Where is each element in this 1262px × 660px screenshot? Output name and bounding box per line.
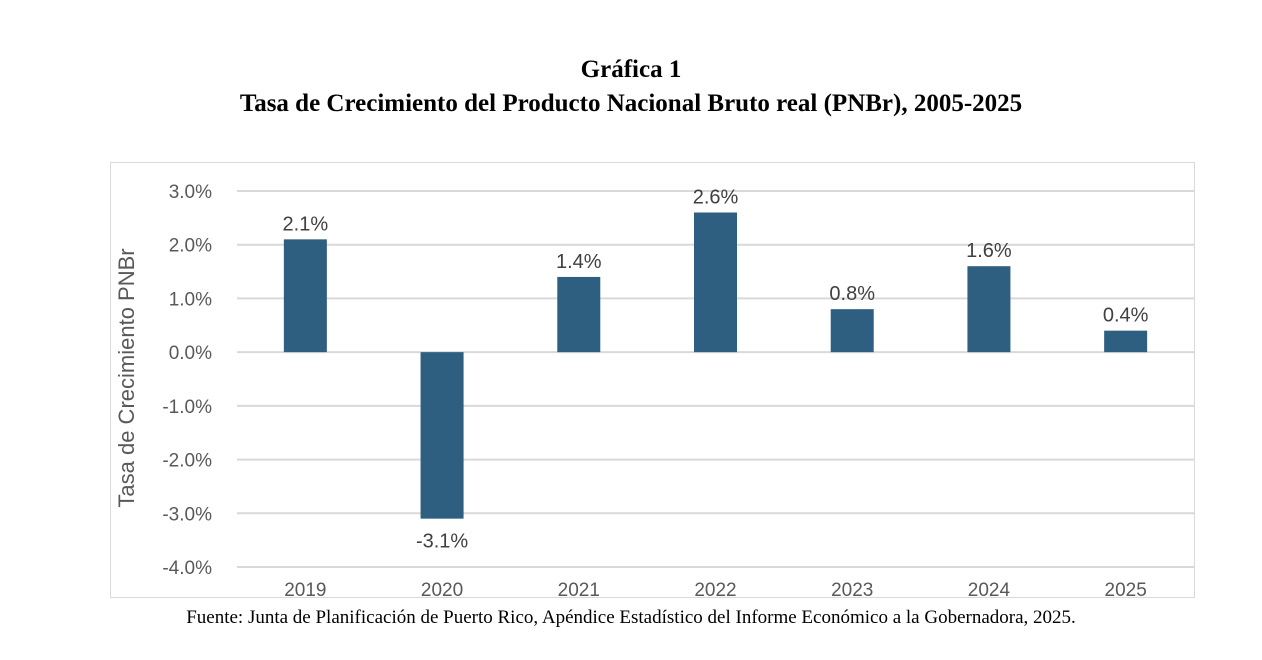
x-tick-label: 2020: [421, 580, 463, 601]
data-label: 0.4%: [1103, 305, 1149, 327]
x-axis-ticks: 2019 2020 2021 2022 2023 2024 2025: [284, 580, 1147, 601]
y-tick-label: 3.0%: [169, 182, 212, 203]
bar: [283, 239, 327, 353]
y-axis-label: Tasa de Crecimiento PNBr: [114, 248, 139, 507]
chart-frame: [110, 162, 1195, 598]
x-tick-label: 2023: [831, 580, 873, 601]
data-label: 2.1%: [283, 213, 329, 235]
chart-title: Gráfica 1: [580, 56, 682, 83]
chart-subtitle: Tasa de Crecimiento del Producto Naciona…: [239, 90, 1023, 117]
x-tick-label: 2019: [284, 580, 326, 601]
data-label: 1.6%: [966, 240, 1012, 262]
bar: [694, 212, 737, 353]
x-tick-label: 2025: [1105, 580, 1147, 601]
y-tick-label: -3.0%: [162, 504, 212, 525]
bar: [830, 309, 874, 353]
bars: [283, 212, 1148, 519]
y-tick-label: -2.0%: [162, 451, 212, 472]
y-tick-label: 1.0%: [169, 289, 212, 310]
y-tick-label: -1.0%: [162, 397, 212, 418]
data-label: 0.8%: [829, 283, 875, 305]
data-label: 1.4%: [556, 251, 602, 273]
y-tick-label: -4.0%: [162, 558, 212, 579]
data-label: -3.1%: [416, 531, 468, 553]
bar: [967, 266, 1011, 353]
y-tick-label: 0.0%: [169, 343, 212, 364]
x-tick-label: 2022: [694, 580, 736, 601]
x-tick-label: 2021: [558, 580, 600, 601]
y-axis-ticks: 3.0% 2.0% 1.0% 0.0% -1.0% -2.0% -3.0% -4.0%: [162, 182, 212, 579]
bar: [420, 352, 464, 519]
data-labels: 2.1% -3.1% 1.4% 2.6% 0.8% 1.6% 0.4%: [283, 186, 1149, 552]
bar: [1104, 330, 1148, 353]
bar: [557, 276, 601, 353]
source-note: Fuente: Junta de Planificación de Puerto…: [186, 607, 1076, 628]
data-label: 2.6%: [693, 186, 739, 208]
y-tick-label: 2.0%: [169, 236, 212, 257]
x-tick-label: 2024: [968, 580, 1011, 601]
